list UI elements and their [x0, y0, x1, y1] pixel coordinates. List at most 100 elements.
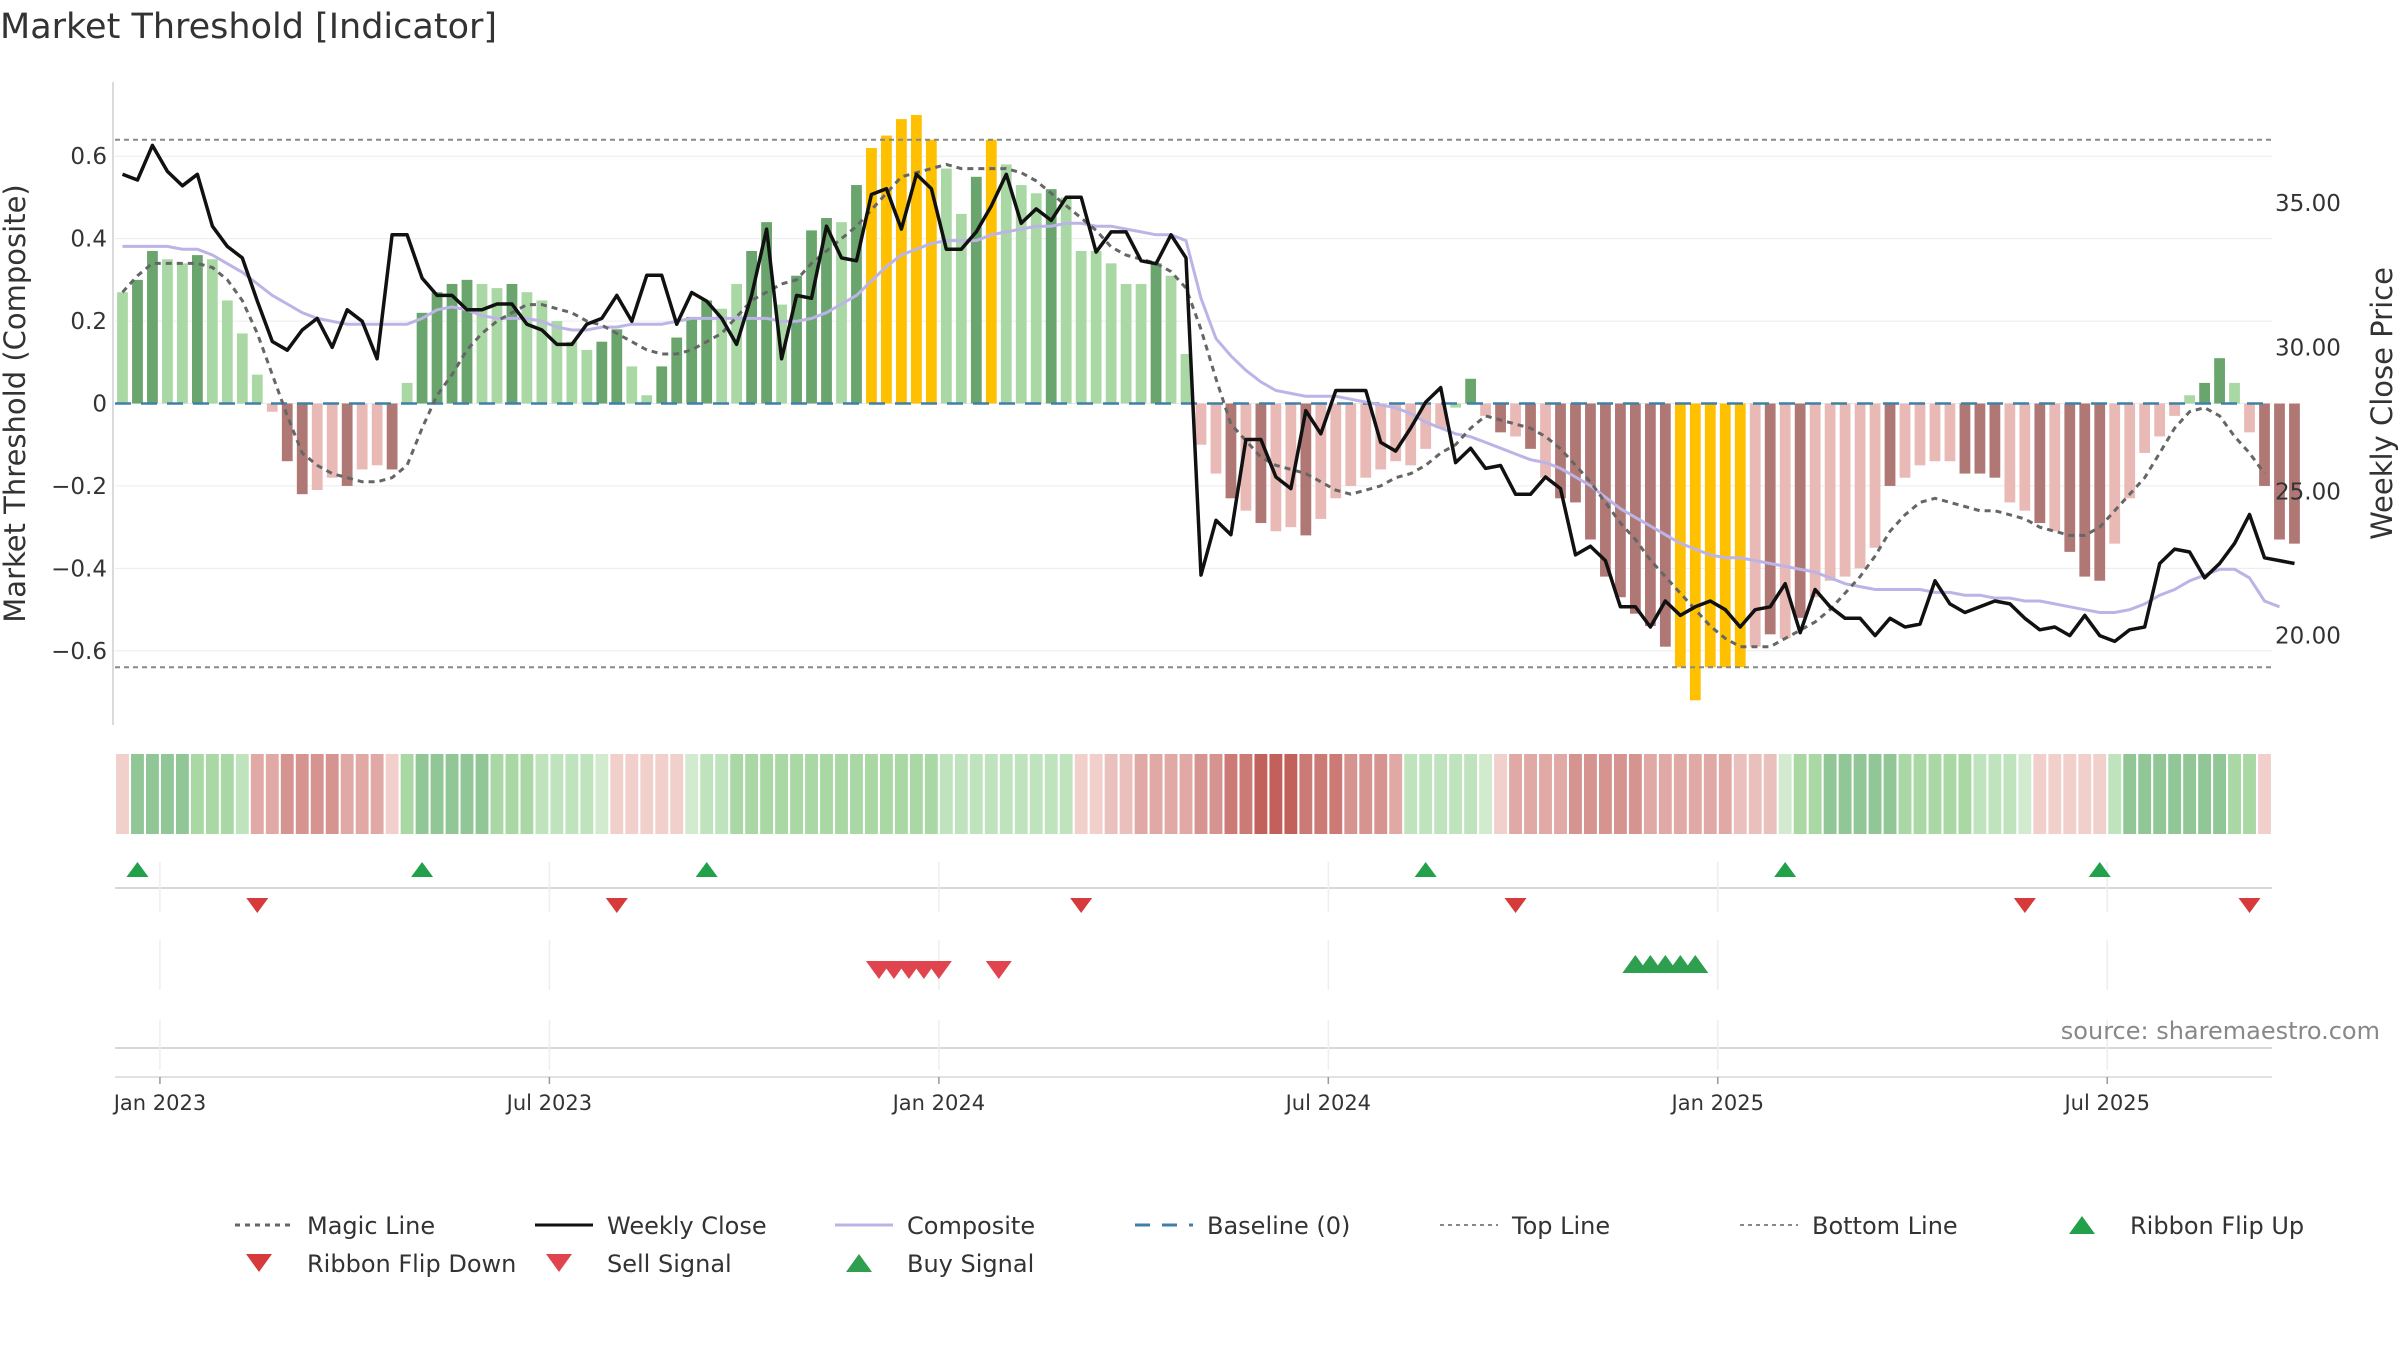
legend-item: Ribbon Flip Down: [246, 1250, 516, 1278]
ribbon-cell: [580, 754, 594, 834]
ribbon-cell: [1793, 754, 1807, 834]
composite-bar: [566, 341, 578, 404]
ribbon-flip-down-marker: [1070, 898, 1093, 913]
ribbon-cell: [1494, 754, 1508, 834]
ribbon-cell: [2018, 754, 2032, 834]
ribbon-cell: [2198, 754, 2212, 834]
composite-bar: [836, 222, 847, 404]
signal-markers: [115, 862, 2272, 1078]
ribbon-cell: [490, 754, 504, 834]
ribbon-cell: [190, 754, 204, 834]
composite-bar: [1540, 403, 1551, 478]
ribbon-cell: [850, 754, 863, 834]
y-axis-left: −0.6 −0.4 −0.2 0 0.2 0.4 0.6: [51, 144, 107, 665]
legend-item: Baseline (0): [1135, 1212, 1350, 1240]
ribbon-cell: [475, 754, 489, 834]
ribbon-cell: [1359, 754, 1373, 834]
ribbon-cell: [1029, 754, 1043, 834]
composite-bar: [1435, 403, 1447, 429]
x-tick-label: Jul 2023: [505, 1091, 592, 1115]
composite-bar: [1555, 403, 1566, 499]
composite-bar: [1615, 403, 1626, 598]
composite-bar: [1015, 185, 1027, 404]
composite-bar: [1570, 403, 1581, 503]
ribbon-cell: [1958, 754, 1972, 834]
ribbon-cell: [370, 754, 384, 834]
composite-bar: [1330, 403, 1342, 499]
composite-bar: [506, 283, 518, 404]
composite-bar: [2154, 403, 2166, 437]
ribbon-cell: [1554, 754, 1567, 834]
legend-label: Buy Signal: [907, 1250, 1034, 1278]
composite-bar: [236, 333, 248, 404]
composite-bar: [356, 403, 368, 470]
composite-bar: [521, 292, 533, 404]
y-tick-label: 0: [92, 392, 107, 418]
composite-bar: [2259, 403, 2270, 486]
composite-bar: [940, 168, 952, 404]
composite-bar: [1150, 263, 1162, 404]
composite-bar: [371, 403, 383, 466]
composite-bar: [2109, 403, 2121, 544]
composite-bar: [1525, 403, 1536, 449]
ribbon-cell: [2108, 754, 2122, 834]
ribbon-cell: [879, 754, 893, 834]
composite-bar: [761, 222, 772, 404]
ribbon-flip-down-marker: [246, 898, 269, 913]
y2-axis-label: Weekly Close Price: [2365, 267, 2399, 540]
ribbon-cell: [1868, 754, 1882, 834]
y-axis-label: Market Threshold (Composite): [0, 184, 32, 622]
legend-item: Composite: [835, 1212, 1035, 1240]
composite-bar: [221, 300, 233, 404]
composite-bar: [1974, 403, 1986, 474]
ribbon-cell: [625, 754, 639, 834]
legend-marker: [546, 1254, 572, 1272]
ribbon-cell: [1419, 754, 1433, 834]
composite-bar: [1689, 403, 1701, 701]
ribbon-cell: [1823, 754, 1837, 834]
composite-bar: [416, 312, 428, 404]
composite-bar: [1779, 403, 1791, 639]
ribbon-cell: [505, 754, 519, 834]
composite-bar: [1045, 189, 1057, 404]
ribbon-cell: [2063, 754, 2077, 834]
ribbon-cell: [1179, 754, 1193, 834]
composite-bar: [446, 283, 458, 404]
legend-label: Magic Line: [307, 1212, 435, 1240]
legend-item: Magic Line: [235, 1212, 435, 1240]
y2-tick-label: 20.00: [2275, 624, 2341, 650]
ribbon-cell: [565, 754, 579, 834]
composite-bar: [791, 275, 802, 404]
composite-bar: [746, 250, 758, 404]
composite-bar: [626, 366, 638, 404]
ribbon-cell: [2183, 754, 2197, 834]
ribbon-cell: [610, 754, 624, 834]
ribbon-cell: [1149, 754, 1163, 834]
composite-bar: [716, 308, 728, 404]
ribbon-cell: [116, 754, 129, 834]
ribbon-cell: [1913, 754, 1927, 834]
legend-label: Bottom Line: [1812, 1212, 1958, 1240]
ribbon-cell: [2138, 754, 2152, 834]
ribbon-cell: [1254, 754, 1268, 834]
composite-bar: [132, 279, 143, 404]
composite-bar: [2244, 403, 2255, 433]
ribbon-cell: [670, 754, 684, 834]
ribbon-cell: [1074, 754, 1088, 834]
composite-bar: [2289, 403, 2300, 544]
composite-bar: [896, 119, 907, 404]
composite-bar: [1719, 403, 1731, 668]
composite-bar: [2049, 403, 2061, 532]
composite-bar: [147, 250, 158, 404]
composite-bar: [177, 263, 188, 404]
composite-bar: [1884, 403, 1896, 486]
composite-bar: [326, 403, 338, 478]
ribbon-cell: [939, 754, 953, 834]
y2-tick-label: 25.00: [2275, 479, 2341, 505]
composite-bar: [2079, 403, 2091, 577]
x-tick-label: Jan 2025: [1670, 1091, 1765, 1115]
x-tick-label: Jan 2023: [112, 1091, 207, 1115]
y2-tick-label: 35.00: [2275, 191, 2341, 217]
composite-bar: [2094, 403, 2106, 581]
legend-label: Baseline (0): [1207, 1212, 1350, 1240]
